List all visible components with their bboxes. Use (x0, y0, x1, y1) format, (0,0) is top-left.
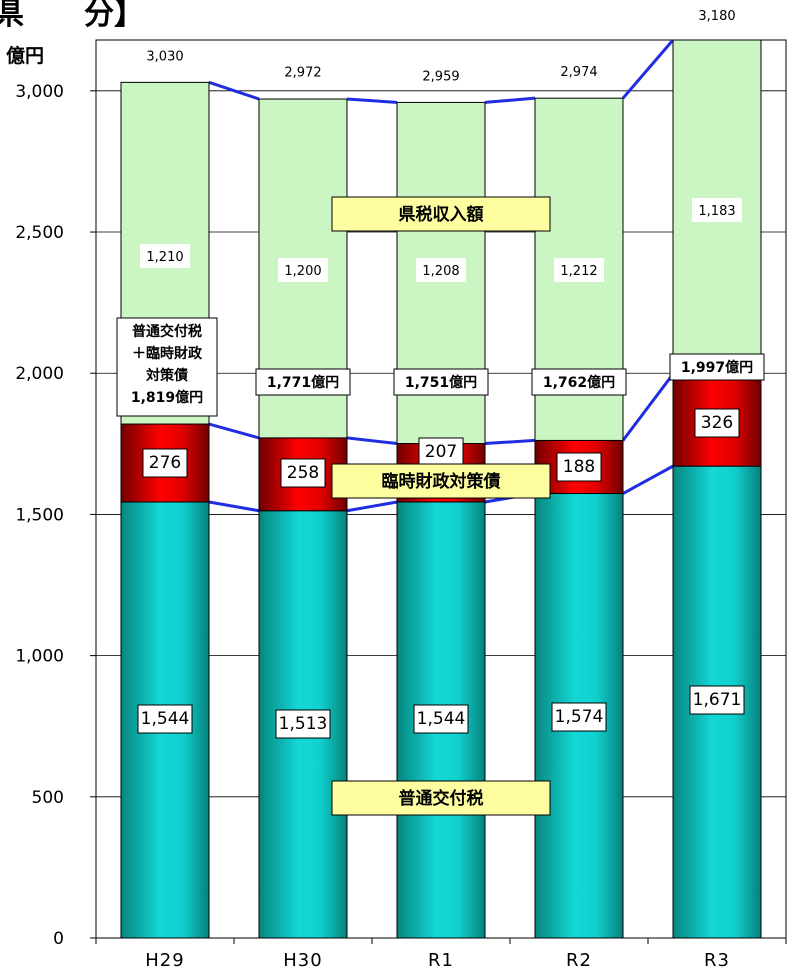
total-label: 2,959 (422, 69, 459, 84)
value-label-basic-box (275, 709, 331, 739)
series-name-box (331, 463, 551, 499)
value-label-tax: 1,208 (422, 264, 459, 279)
value-label-basic: 1,544 (417, 709, 466, 729)
series-connector-line (346, 500, 398, 513)
series-name-box (331, 780, 551, 816)
y-tick-label: 2,500 (15, 223, 64, 243)
value-label-temp-box (556, 452, 602, 482)
value-label-tax-box (140, 244, 190, 268)
value-label-basic-box (551, 702, 607, 732)
value-label-tax-box (554, 258, 604, 282)
total-label: 3,180 (698, 9, 735, 24)
subtotal-label-line: 対策債 (145, 367, 188, 384)
subtotal-label: 1,762億円 (543, 374, 615, 391)
value-label-temp-box (280, 458, 326, 488)
subtotal-label-line: 普通交付税 (132, 323, 202, 340)
x-tick-label: H30 (283, 950, 322, 971)
title-fragment: 県 分】 (0, 0, 144, 32)
subtotal-label: 1,751億円 (405, 374, 477, 391)
series-connector-line (484, 438, 536, 446)
series-name-box (331, 196, 551, 232)
total-label: 2,972 (284, 66, 321, 81)
value-label-basic-box (137, 704, 193, 734)
value-label-temp: 258 (287, 463, 319, 483)
value-label-tax: 1,183 (698, 204, 735, 219)
series-connector-line (621, 373, 675, 442)
y-tick-label: 1,500 (15, 505, 64, 525)
y-tick-label: 3,000 (15, 82, 64, 102)
series-connector-line (346, 436, 398, 446)
y-tick-label: 2,000 (15, 364, 64, 384)
value-label-tax-box (278, 258, 328, 282)
value-label-tax: 1,210 (146, 250, 183, 265)
subtotal-box (116, 317, 218, 417)
series-name-label: 普通交付税 (399, 788, 484, 809)
value-label-tax: 1,212 (560, 264, 597, 279)
subtotal-label-box (255, 368, 351, 396)
series-connector-line (208, 500, 260, 513)
value-label-basic: 1,544 (141, 709, 190, 729)
x-tick-label: R2 (566, 950, 592, 971)
value-label-temp: 326 (701, 413, 733, 433)
total-label: 3,030 (146, 49, 183, 64)
value-label-basic-box (413, 704, 469, 734)
value-label-basic: 1,671 (693, 690, 742, 710)
subtotal-label-line: ＋臨時財政 (132, 345, 203, 362)
series-connector-line (346, 97, 398, 104)
subtotal-label-box (393, 368, 489, 396)
value-label-tax: 1,200 (284, 264, 321, 279)
value-label-temp: 188 (563, 457, 595, 477)
value-label-tax-box (692, 198, 742, 222)
subtotal-label-box (531, 368, 627, 396)
y-axis-unit: 億円 (6, 44, 44, 67)
value-label-temp: 207 (425, 442, 457, 462)
x-tick-label: H29 (145, 950, 184, 971)
y-tick-label: 500 (32, 788, 64, 808)
x-tick-label: R3 (704, 950, 730, 971)
subtotal-label-box (669, 353, 765, 381)
x-tick-label: R1 (428, 950, 454, 971)
subtotal-label: 1,997億円 (681, 359, 753, 376)
value-label-temp-box (694, 408, 740, 438)
series-connector-line (622, 464, 674, 495)
series-name-label: 県税収入額 (399, 204, 484, 225)
value-label-basic: 1,513 (279, 714, 328, 734)
y-tick-label: 0 (53, 929, 64, 949)
value-label-tax-box (416, 258, 466, 282)
series-connector-line (208, 422, 260, 440)
series-connector-line (621, 39, 675, 100)
value-label-temp-box (142, 448, 188, 478)
subtotal-label-line: 1,819億円 (131, 389, 203, 406)
value-label-basic: 1,574 (555, 707, 604, 727)
value-label-basic-box (689, 685, 745, 715)
series-connector-line (208, 80, 260, 101)
series-connector-line (484, 96, 536, 104)
y-tick-label: 1,000 (15, 647, 64, 667)
total-label: 2,974 (560, 65, 597, 80)
value-label-temp: 276 (149, 453, 181, 473)
subtotal-label: 普通交付税 ＋臨時財政対策債 1,819億円 (131, 323, 203, 406)
subtotal-label: 1,771億円 (267, 374, 339, 391)
series-name-label: 臨時財政対策債 (382, 471, 501, 492)
